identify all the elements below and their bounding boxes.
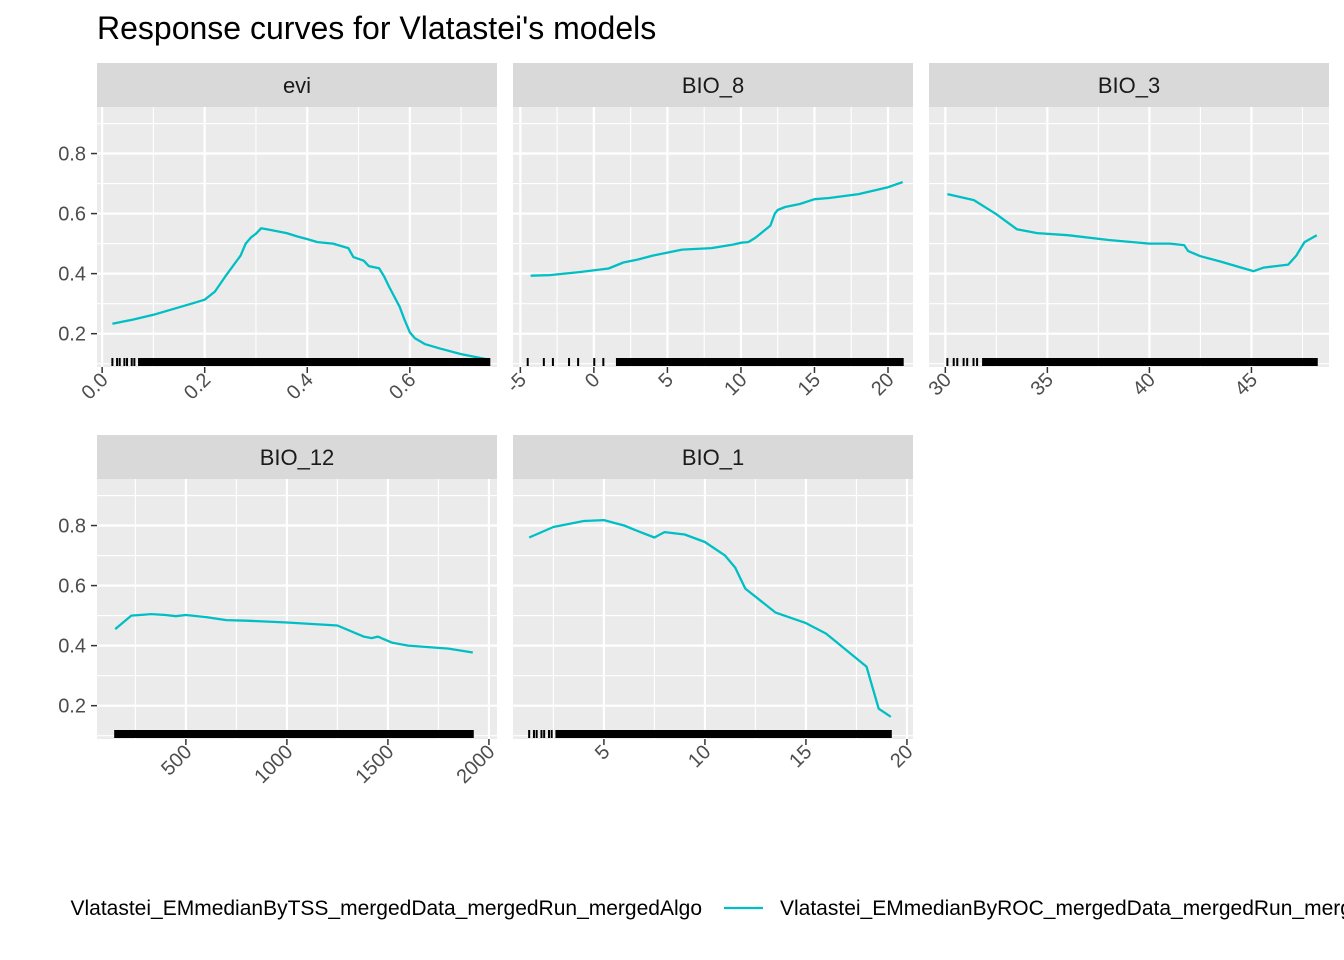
x-tick-label: 20 bbox=[886, 741, 917, 772]
rug-bio-1 bbox=[528, 730, 892, 738]
y-tick-label: 0.6 bbox=[58, 204, 86, 226]
panel-bio-3: BIO_3 30 35 40 45 bbox=[925, 63, 1329, 400]
x-tick-label: 0.4 bbox=[283, 369, 318, 404]
rug-dense-band bbox=[555, 730, 891, 738]
x-tick-label: 30 bbox=[925, 369, 956, 400]
panel-bg-bio-1 bbox=[513, 479, 913, 739]
y-tick-label: 0.4 bbox=[58, 636, 86, 658]
facet-panels: evi 0.2 0.4 0.6 0.8 0.0 0.2 0.4 0.6 BIO_8 -5 0 5 10 15… bbox=[58, 63, 1329, 788]
y-tick-label: 0.2 bbox=[58, 324, 86, 346]
rug-bio-8 bbox=[526, 358, 904, 366]
y-tick-label: 0.6 bbox=[58, 576, 86, 598]
rug-bio-3 bbox=[946, 358, 1318, 366]
x-tick-label: 15 bbox=[794, 369, 825, 400]
y-tick-label: 0.2 bbox=[58, 696, 86, 718]
strip-label-bio-1: BIO_1 bbox=[682, 445, 744, 470]
panel-bg-bio-3 bbox=[929, 107, 1329, 367]
chart-title: Response curves for Vlatastei's models bbox=[97, 10, 656, 46]
x-tick-label: 0.2 bbox=[180, 369, 215, 404]
strip-bio-1 bbox=[513, 435, 913, 479]
x-tick-label: 45 bbox=[1231, 369, 1262, 400]
strip-label-evi: evi bbox=[283, 73, 311, 98]
panel-bio-12: BIO_12 0.2 0.4 0.6 0.8 500 1000 1500 2000 bbox=[58, 435, 499, 788]
strip-label-bio-12: BIO_12 bbox=[260, 445, 335, 470]
grid-bio-3 bbox=[929, 107, 1329, 367]
x-tick-label: 1000 bbox=[250, 741, 297, 788]
panel-bg-bio-8 bbox=[513, 107, 913, 367]
grid-bio-1 bbox=[513, 479, 913, 739]
series-line-evi bbox=[112, 227, 490, 361]
rug-dense-band bbox=[138, 358, 490, 366]
grid-evi bbox=[97, 107, 497, 367]
x-tick-label: 35 bbox=[1027, 369, 1058, 400]
grid-bio-8 bbox=[513, 107, 913, 367]
legend: Vlatastei_EMmedianByTSS_mergedData_merge… bbox=[70, 897, 1344, 920]
y-tick-label: 0.8 bbox=[58, 516, 86, 538]
strip-label-bio-8: BIO_8 bbox=[682, 73, 744, 98]
rug-dense-band bbox=[982, 358, 1317, 366]
x-tick-label: 10 bbox=[684, 741, 715, 772]
panel-bio-8: BIO_8 -5 0 5 10 15 20 bbox=[503, 63, 913, 400]
series-line-bio-8 bbox=[530, 181, 904, 277]
x-tick-label: 0.0 bbox=[77, 369, 112, 404]
x-tick-label: 5 bbox=[655, 369, 678, 392]
series-line-bio-12 bbox=[114, 612, 473, 654]
strip-bio-3 bbox=[929, 63, 1329, 107]
strip-evi bbox=[97, 63, 497, 107]
x-tick-label: 10 bbox=[720, 369, 751, 400]
x-tick-label: 20 bbox=[867, 369, 898, 400]
x-tick-label: 1500 bbox=[351, 741, 398, 788]
x-tick-label: 5 bbox=[591, 741, 614, 764]
strip-label-bio-3: BIO_3 bbox=[1098, 73, 1160, 98]
series-line-bio-3 bbox=[947, 192, 1318, 273]
rug-dense-band bbox=[115, 730, 473, 738]
x-tick-label: 40 bbox=[1129, 369, 1160, 400]
panel-bg-bio-12 bbox=[97, 479, 497, 739]
grid-bio-12 bbox=[97, 479, 497, 739]
x-tick-label: 500 bbox=[157, 741, 196, 780]
legend-label-tss: Vlatastei_EMmedianByTSS_mergedData_merge… bbox=[70, 897, 702, 920]
panel-bio-1: BIO_1 5 10 15 20 bbox=[513, 435, 917, 772]
x-tick-label: 0 bbox=[581, 369, 604, 392]
x-tick-label: 0.6 bbox=[385, 369, 420, 404]
rug-bio-12 bbox=[114, 730, 474, 738]
y-tick-label: 0.8 bbox=[58, 144, 86, 166]
rug-dense-band bbox=[615, 358, 903, 366]
series-line-bio-1 bbox=[528, 518, 892, 718]
y-tick-label: 0.4 bbox=[58, 264, 86, 286]
panel-evi: evi 0.2 0.4 0.6 0.8 0.0 0.2 0.4 0.6 bbox=[58, 63, 497, 404]
legend-label-roc: Vlatastei_EMmedianByROC_mergedData_merge… bbox=[780, 897, 1344, 920]
strip-bio-12 bbox=[97, 435, 497, 479]
strip-bio-8 bbox=[513, 63, 913, 107]
x-tick-label: 15 bbox=[785, 741, 816, 772]
x-tick-label: -5 bbox=[503, 369, 531, 397]
x-tick-label: 2000 bbox=[452, 741, 499, 788]
rug-evi bbox=[111, 358, 491, 366]
